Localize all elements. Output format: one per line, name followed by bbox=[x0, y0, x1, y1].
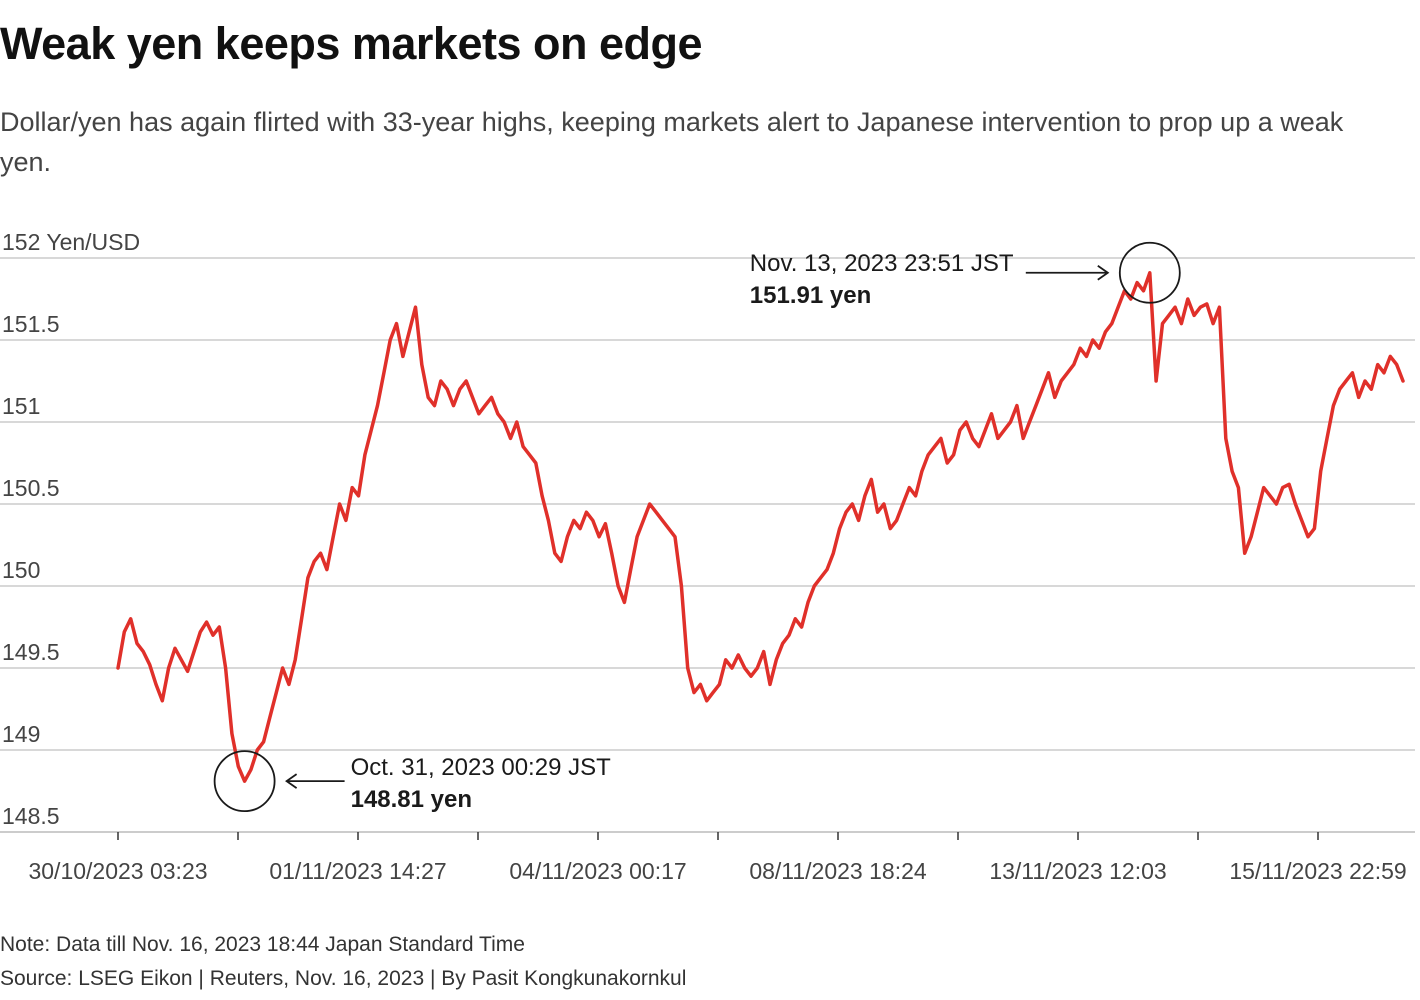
chart-subtitle: Dollar/yen has again flirted with 33-yea… bbox=[0, 107, 1344, 177]
note-text: Note: Data till Nov. 16, 2023 18:44 Japa… bbox=[0, 933, 525, 956]
line-chart: 148.5 149 149.5 150 150.5 151 151.5 152 Yen/USD… bbox=[0, 229, 1415, 884]
low-point-circle bbox=[213, 750, 276, 813]
y-tick-label: 151.5 bbox=[2, 311, 60, 337]
source-text: Source: LSEG Eikon | Reuters, Nov. 16, 2… bbox=[0, 967, 687, 990]
annotations: Oct. 31, 2023 00:29 JST 148.81 yen Nov. 13… bbox=[213, 241, 1181, 813]
x-tick-label: 08/11/2023 18:24 bbox=[749, 858, 927, 884]
y-tick-label: 151 bbox=[2, 393, 40, 419]
chart-title: Weak yen keeps markets on edge bbox=[0, 18, 703, 69]
low-point-value: 148.81 yen bbox=[351, 786, 472, 813]
y-tick-label: 148.5 bbox=[2, 803, 60, 829]
series-line bbox=[116, 271, 1405, 783]
x-tick-label: 04/11/2023 00:17 bbox=[509, 858, 686, 884]
low-point-label: Oct. 31, 2023 00:29 JST bbox=[351, 754, 611, 781]
high-point-value: 151.91 yen bbox=[750, 282, 871, 309]
high-point-arrowhead bbox=[1097, 265, 1110, 281]
y-tick-label: 150 bbox=[2, 557, 40, 583]
y-axis-ticks: 148.5 149 149.5 150 150.5 151 151.5 152 Yen/USD bbox=[2, 229, 140, 829]
x-tick-label: 15/11/2023 22:59 bbox=[1229, 858, 1406, 884]
high-point-circle bbox=[1118, 241, 1181, 304]
x-tick-label: 01/11/2023 14:27 bbox=[269, 858, 446, 884]
gridlines bbox=[0, 257, 1415, 833]
series-layer bbox=[116, 271, 1405, 783]
x-tick-label: 13/11/2023 12:03 bbox=[989, 858, 1166, 884]
y-tick-label: 149.5 bbox=[2, 639, 60, 665]
y-tick-label: 150.5 bbox=[2, 475, 60, 501]
x-tick-label: 30/10/2023 03:23 bbox=[28, 858, 207, 884]
y-tick-label: 152 Yen/USD bbox=[2, 229, 140, 255]
high-point-label: Nov. 13, 2023 23:51 JST bbox=[750, 250, 1014, 277]
y-tick-label: 149 bbox=[2, 721, 40, 747]
low-point-arrowhead bbox=[285, 773, 298, 789]
x-axis: 30/10/2023 03:23 01/11/2023 14:27 04/11/20… bbox=[28, 832, 1407, 884]
